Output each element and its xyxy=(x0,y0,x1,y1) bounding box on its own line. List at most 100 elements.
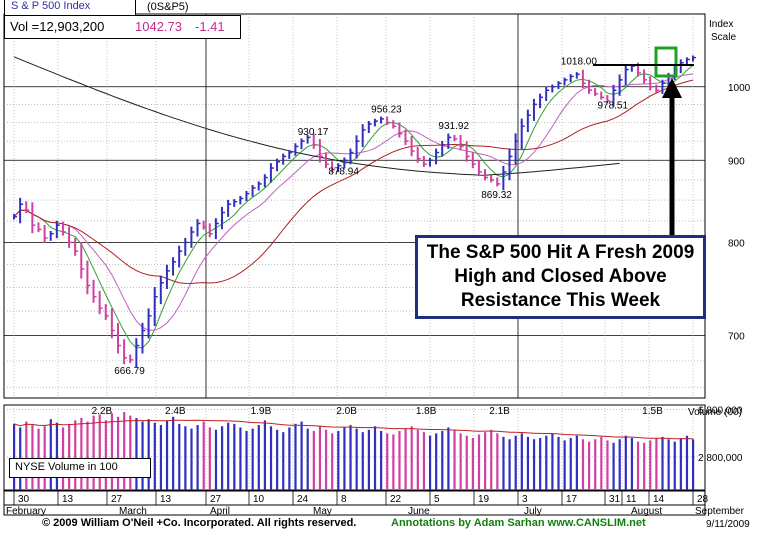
volume-bar xyxy=(318,426,322,490)
volume-bar xyxy=(355,428,358,490)
price-bar xyxy=(25,201,30,214)
volume-bar xyxy=(410,426,413,490)
price-bar xyxy=(251,184,256,197)
volume-bar xyxy=(600,436,603,490)
volume-bar xyxy=(606,440,609,490)
volume-bar xyxy=(422,432,426,490)
price-bar xyxy=(61,221,66,236)
price-bar xyxy=(123,339,128,365)
price-bar xyxy=(202,220,207,230)
price-bar xyxy=(269,163,274,183)
ma-mid-line xyxy=(13,73,694,331)
price-bar xyxy=(116,322,121,354)
price-bar xyxy=(624,64,629,86)
volume-bar xyxy=(49,419,52,490)
price-bar xyxy=(37,222,42,233)
price-bar xyxy=(373,118,378,127)
volume-bar xyxy=(98,414,101,490)
volume-bar xyxy=(349,425,352,490)
price-bar xyxy=(55,220,60,239)
price-bar xyxy=(214,218,219,240)
volume-bar xyxy=(263,420,267,490)
volume-bar xyxy=(367,429,370,490)
price-bar xyxy=(306,134,311,144)
volume-bar xyxy=(331,433,334,490)
volume-y-tick-label: 2,800,000 xyxy=(698,453,743,464)
volume-bar xyxy=(135,417,138,490)
price-bar xyxy=(300,138,305,150)
volume-bar xyxy=(380,430,383,490)
price-grid xyxy=(3,13,706,399)
volume-bar xyxy=(214,429,218,490)
volume-bar xyxy=(159,425,163,490)
month-label: June xyxy=(408,506,430,517)
price-bar xyxy=(104,304,109,320)
y-tick-label: 1000 xyxy=(728,83,751,94)
price-bar xyxy=(447,133,452,149)
price-bar xyxy=(679,59,684,74)
volume-bar xyxy=(624,435,627,490)
price-bar xyxy=(367,120,372,134)
axis-labels: Index Scale 1000 900 800 700 2.2B 2.4B 1.9B 2.0B 1… xyxy=(3,19,751,517)
price-bar xyxy=(19,197,24,224)
price-bar xyxy=(165,264,170,290)
price-bar xyxy=(98,290,103,315)
price-bar xyxy=(575,72,580,79)
month-label: April xyxy=(210,506,230,517)
moving-average-lines xyxy=(13,56,694,349)
volume-annotation: 1.5B xyxy=(642,406,663,417)
price-annotation: 978.51 xyxy=(597,100,628,111)
price-bar xyxy=(276,158,281,172)
volume-bar xyxy=(477,434,481,490)
volume-average-line xyxy=(13,419,694,440)
price-bar xyxy=(190,226,195,248)
price-bar xyxy=(110,308,115,339)
volume-annotation: 1.9B xyxy=(251,406,272,417)
price-bar xyxy=(239,195,244,205)
price-bar xyxy=(141,322,146,354)
y-tick-label: 700 xyxy=(728,332,745,343)
price-bar xyxy=(520,118,525,150)
annotation-callout: The S&P 500 Hit A Fresh 2009 High and Cl… xyxy=(415,235,706,319)
price-annotation: 878.94 xyxy=(328,166,359,177)
volume-bar xyxy=(643,442,646,490)
ma-200-line xyxy=(13,56,620,176)
volume-bar xyxy=(581,439,585,490)
volume-bar xyxy=(104,420,107,490)
volume-bar xyxy=(257,425,260,490)
volume-bar xyxy=(539,438,542,490)
price-bar xyxy=(288,150,293,159)
price-bar xyxy=(428,157,433,167)
price-bar xyxy=(508,148,513,181)
volume-bar xyxy=(459,433,462,490)
volume-bar xyxy=(447,427,450,490)
x-tick-label: 10 xyxy=(253,494,265,505)
volume-bar xyxy=(453,429,456,490)
price-bar xyxy=(392,120,397,129)
annotation-credit: Annotations by Adam Sarhan www.CANSLIM.n… xyxy=(391,517,646,529)
volume-bar xyxy=(649,440,652,490)
chart-title-box: S & P 500 Index xyxy=(4,0,136,16)
callout-arrow xyxy=(662,78,682,236)
volume-bar xyxy=(655,438,658,490)
price-bar xyxy=(74,237,79,256)
price-bar xyxy=(233,199,238,207)
volume-bar xyxy=(141,421,144,490)
y-tick-label: 800 xyxy=(728,238,745,249)
volume-bar xyxy=(294,423,297,490)
volume-bar xyxy=(306,428,309,490)
volume-bar xyxy=(630,438,634,490)
x-tick-label: 31 xyxy=(609,494,621,505)
price-bar xyxy=(465,141,470,162)
price-bar xyxy=(435,148,440,165)
price-annotation: 931.92 xyxy=(438,121,469,132)
x-tick-label: 24 xyxy=(297,494,309,505)
volume-annotation: 2.2B xyxy=(92,406,113,417)
copyright-text: © 2009 William O'Neil +Co. Incorporated.… xyxy=(42,517,357,529)
price-bar xyxy=(459,134,464,151)
volume-annotation: 1.8B xyxy=(416,406,437,417)
price-bar xyxy=(557,81,562,90)
price-bar xyxy=(563,77,568,86)
callout-line-2: High and Closed Above xyxy=(454,266,667,287)
symbol-label: (0S&P5) xyxy=(147,1,189,13)
